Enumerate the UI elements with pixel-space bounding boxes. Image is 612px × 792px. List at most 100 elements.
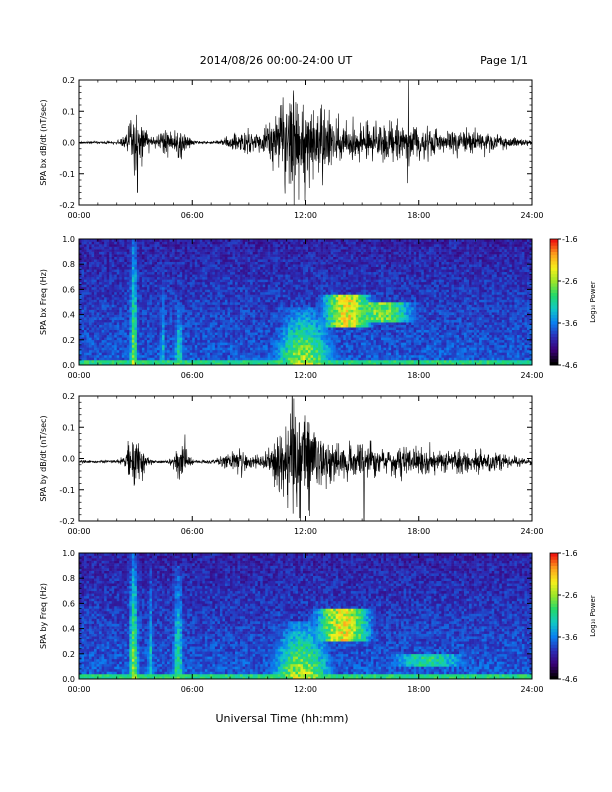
heat-cell xyxy=(136,286,140,290)
heat-cell xyxy=(285,307,289,310)
heat-cell xyxy=(295,322,299,325)
heat-cell xyxy=(277,299,281,303)
heat-cell xyxy=(265,289,269,293)
heat-cell xyxy=(214,324,218,328)
heat-cell xyxy=(149,241,153,245)
heat-cell xyxy=(174,261,178,265)
heat-cell xyxy=(295,246,299,250)
heat-cell xyxy=(131,327,135,331)
heat-cell xyxy=(182,276,185,280)
heat-cell xyxy=(109,276,113,280)
heat-cell xyxy=(184,244,188,247)
heat-cell xyxy=(187,264,191,268)
heat-cell xyxy=(313,284,316,288)
heat-cell xyxy=(227,284,231,288)
heat-cell xyxy=(149,339,153,343)
heat-cell xyxy=(182,327,185,331)
heat-cell xyxy=(151,344,155,348)
heat-cell xyxy=(230,271,233,275)
heat-cell xyxy=(146,261,150,265)
heat-cell xyxy=(224,307,228,310)
heat-cell xyxy=(250,349,253,353)
heat-cell xyxy=(139,291,143,295)
heat-cell xyxy=(192,309,196,313)
heat-cell xyxy=(247,304,251,308)
heat-cell xyxy=(275,334,279,338)
heat-cell xyxy=(235,269,238,273)
heat-cell xyxy=(174,246,178,250)
heat-cell xyxy=(292,312,296,315)
heat-cell xyxy=(131,352,135,356)
heat-cell xyxy=(277,256,281,260)
heat-cell xyxy=(292,327,296,331)
heat-cell xyxy=(149,276,153,280)
heat-cell xyxy=(295,314,299,318)
heat-cell xyxy=(302,304,306,308)
heat-cell xyxy=(310,334,314,338)
heat-cell xyxy=(157,359,160,363)
heat-cell xyxy=(197,266,201,270)
heat-cell xyxy=(134,254,138,257)
heat-cell xyxy=(255,271,258,275)
heat-cell xyxy=(207,362,211,366)
heat-cell xyxy=(194,291,198,295)
heat-cell xyxy=(134,352,138,356)
heat-cell xyxy=(287,317,291,320)
heat-cell xyxy=(131,239,135,242)
heat-cell xyxy=(313,314,316,318)
heat-cell xyxy=(114,352,118,356)
heat-cell xyxy=(134,347,138,351)
heat-cell xyxy=(257,244,261,247)
heat-cell xyxy=(177,279,180,283)
heat-cell xyxy=(285,302,289,305)
heat-cell xyxy=(255,281,258,285)
heat-cell xyxy=(96,299,100,303)
heat-cell xyxy=(280,324,284,328)
heat-cell xyxy=(167,312,170,315)
heat-cell xyxy=(300,304,304,308)
heat-cell xyxy=(260,307,264,310)
heat-cell xyxy=(99,244,102,247)
heat-cell xyxy=(126,276,130,280)
heat-cell xyxy=(320,349,324,353)
heat-cell xyxy=(179,344,183,348)
heat-cell xyxy=(136,322,140,325)
heat-cell xyxy=(116,289,120,293)
heat-cell xyxy=(149,334,153,338)
heat-cell xyxy=(187,279,191,283)
heat-cell xyxy=(116,246,120,250)
heat-cell xyxy=(169,254,173,257)
heat-cell xyxy=(240,327,243,331)
heat-cell xyxy=(285,284,289,288)
heat-cell xyxy=(250,249,253,252)
heat-cell xyxy=(305,269,309,273)
heat-cell xyxy=(91,344,95,348)
heat-cell xyxy=(139,302,143,305)
heat-cell xyxy=(141,309,145,313)
heat-cell xyxy=(275,274,279,278)
heat-cell xyxy=(260,251,264,255)
heat-cell xyxy=(302,296,306,300)
heat-cell xyxy=(320,334,324,338)
heat-cell xyxy=(111,302,115,305)
heat-cell xyxy=(255,266,258,270)
heat-cell xyxy=(91,324,95,328)
heat-cell xyxy=(255,299,258,303)
heat-cell xyxy=(240,271,243,275)
heat-cell xyxy=(308,319,311,323)
heat-cell xyxy=(222,251,226,255)
heat-cell xyxy=(136,251,140,255)
heat-cell xyxy=(126,274,130,278)
heat-cell xyxy=(260,314,264,318)
heat-cell xyxy=(109,241,113,245)
heat-cell xyxy=(262,349,266,353)
heat-cell xyxy=(297,319,301,323)
heat-cell xyxy=(182,281,185,285)
heat-cell xyxy=(295,329,299,333)
heat-cell xyxy=(101,352,105,356)
heat-cell xyxy=(209,354,213,358)
heat-cell xyxy=(295,347,299,351)
heat-cell xyxy=(318,279,321,283)
heat-cell xyxy=(315,344,319,348)
heat-cell xyxy=(194,324,198,328)
